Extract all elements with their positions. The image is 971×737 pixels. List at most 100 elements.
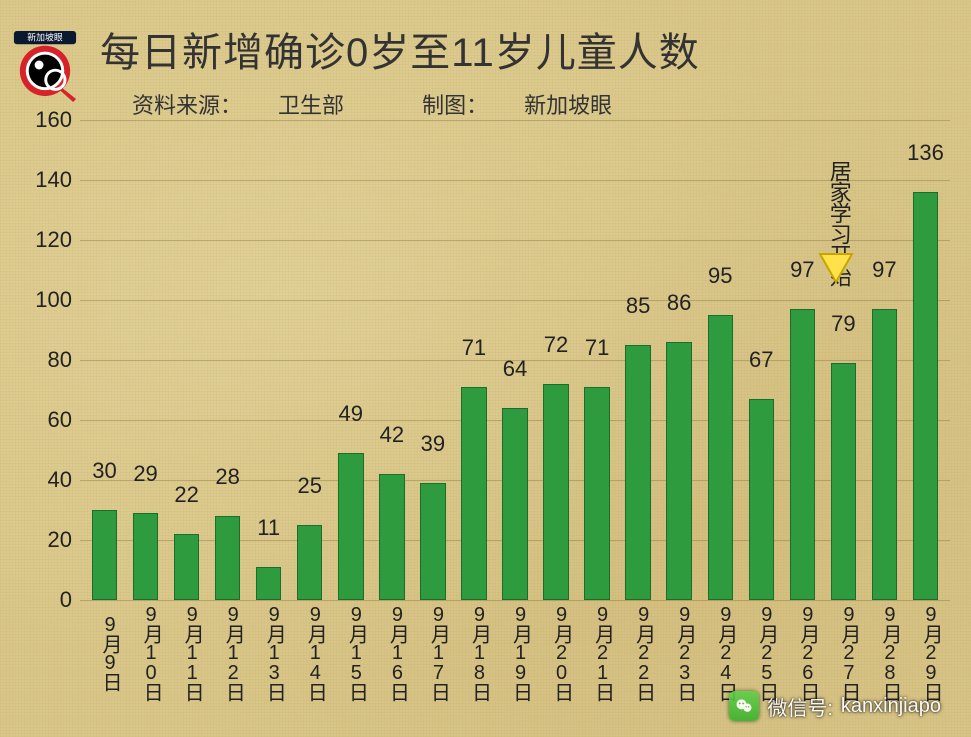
- x-tick-label: 9月16日: [371, 604, 412, 700]
- y-tick-label: 60: [48, 407, 72, 433]
- source-label: 资料来源：卫生部: [132, 93, 380, 118]
- bar-slot: 67: [741, 120, 782, 600]
- x-tick-label: 9月19日: [494, 604, 535, 700]
- y-tick-label: 0: [60, 587, 72, 613]
- bar: [379, 474, 404, 600]
- y-tick-label: 160: [35, 107, 72, 133]
- x-tick-label: 9月20日: [536, 604, 577, 700]
- watermark-prefix: 微信号:: [767, 692, 833, 721]
- bar-value-label: 22: [174, 482, 198, 508]
- bar: [584, 387, 609, 600]
- bar-slot: 71: [453, 120, 494, 600]
- bar-value-label: 71: [585, 335, 609, 361]
- publisher-logo: 新加坡眼: [8, 28, 82, 102]
- x-tick-label: 9月24日: [700, 604, 741, 700]
- x-tick-label: 9月15日: [330, 604, 371, 700]
- bar: [297, 525, 322, 600]
- x-tick-label: 9月10日: [125, 604, 166, 700]
- bar: [174, 534, 199, 600]
- bar: [215, 516, 240, 600]
- chart-subtitle: 资料来源：卫生部 制图：新加坡眼: [132, 88, 684, 120]
- x-tick-label: 9月28日: [864, 604, 905, 700]
- bar: [92, 510, 117, 600]
- bar: [133, 513, 158, 600]
- x-tick-label: 9月17日: [412, 604, 453, 700]
- bar-slot: 64: [494, 120, 535, 600]
- bar-slot: 25: [289, 120, 330, 600]
- logo-svg: 新加坡眼: [8, 28, 82, 102]
- bar-value-label: 64: [503, 356, 527, 382]
- bar-value-label: 72: [544, 332, 568, 358]
- x-tick-label: 9月9日: [84, 604, 125, 700]
- bar-value-label: 95: [708, 263, 732, 289]
- bar: [708, 315, 733, 600]
- bar-slot: 22: [166, 120, 207, 600]
- bar: [256, 567, 281, 600]
- credit-label: 制图：新加坡眼: [422, 93, 648, 118]
- x-tick-label: 9月26日: [782, 604, 823, 700]
- bars-group: 30 29 22 28 11 25 49 42 39 71 64 72 71 85 86 95 67 97 79 97…: [80, 120, 950, 600]
- bar-slot: 97: [864, 120, 905, 600]
- chart-title: 每日新增确诊0岁至11岁儿童人数: [100, 20, 700, 78]
- x-tick-label: 9月13日: [248, 604, 289, 700]
- bar-slot: 71: [577, 120, 618, 600]
- bar-value-label: 71: [462, 335, 486, 361]
- bar-value-label: 97: [872, 257, 896, 283]
- bar-value-label: 97: [790, 257, 814, 283]
- bar-slot: 11: [248, 120, 289, 600]
- bar-slot: 136: [905, 120, 946, 600]
- bar-value-label: 30: [92, 458, 116, 484]
- bar-slot: 30: [84, 120, 125, 600]
- bar-value-label: 79: [831, 311, 855, 337]
- bar-value-label: 86: [667, 290, 691, 316]
- bar: [543, 384, 568, 600]
- x-tick-label: 9月23日: [659, 604, 700, 700]
- y-tick-label: 140: [35, 167, 72, 193]
- x-tick-label: 9月21日: [577, 604, 618, 700]
- bar-slot: 97: [782, 120, 823, 600]
- bar-value-label: 49: [339, 401, 363, 427]
- bar: [420, 483, 445, 600]
- x-tick-label: 9月11日: [166, 604, 207, 700]
- bar-value-label: 67: [749, 347, 773, 373]
- x-tick-label: 9月22日: [618, 604, 659, 700]
- bar: [502, 408, 527, 600]
- bar-slot: 29: [125, 120, 166, 600]
- grid-line: [80, 600, 950, 601]
- watermark: 微信号: kanxinjiapo: [729, 691, 941, 721]
- bar: [625, 345, 650, 600]
- bar-value-label: 39: [421, 431, 445, 457]
- bar-slot: 39: [412, 120, 453, 600]
- bar: [749, 399, 774, 600]
- bar-value-label: 11: [257, 515, 280, 541]
- bar-slot: 28: [207, 120, 248, 600]
- y-tick-label: 80: [48, 347, 72, 373]
- bar: [831, 363, 856, 600]
- wechat-icon: [729, 691, 759, 721]
- bar-value-label: 28: [215, 464, 239, 490]
- bar-slot: 72: [536, 120, 577, 600]
- bar-slot: 95: [700, 120, 741, 600]
- bar: [666, 342, 691, 600]
- chart-container: 新加坡眼 每日新增确诊0岁至11岁儿童人数 资料来源：卫生部 制图：新加坡眼 0…: [0, 0, 971, 737]
- x-tick-label: 9月27日: [823, 604, 864, 700]
- bar: [790, 309, 815, 600]
- bar-value-label: 25: [298, 473, 322, 499]
- bar: [913, 192, 938, 600]
- bar: [872, 309, 897, 600]
- x-tick-label: 9月18日: [453, 604, 494, 700]
- bar: [461, 387, 486, 600]
- x-tick-label: 9月29日: [905, 604, 946, 700]
- plot-area: 020406080100120140160 302922281125494239…: [80, 120, 950, 600]
- bar: [338, 453, 363, 600]
- y-tick-label: 20: [48, 527, 72, 553]
- watermark-value: kanxinjiapo: [841, 695, 941, 718]
- bar-slot: 42: [371, 120, 412, 600]
- y-tick-label: 100: [35, 287, 72, 313]
- x-tick-label: 9月25日: [741, 604, 782, 700]
- y-tick-label: 120: [35, 227, 72, 253]
- bar-value-label: 136: [907, 140, 944, 166]
- logo-top-text: 新加坡眼: [27, 32, 63, 43]
- bar-value-label: 85: [626, 293, 650, 319]
- x-axis-labels: 9月9日9月10日9月11日9月12日9月13日9月14日9月15日9月16日9…: [80, 604, 950, 700]
